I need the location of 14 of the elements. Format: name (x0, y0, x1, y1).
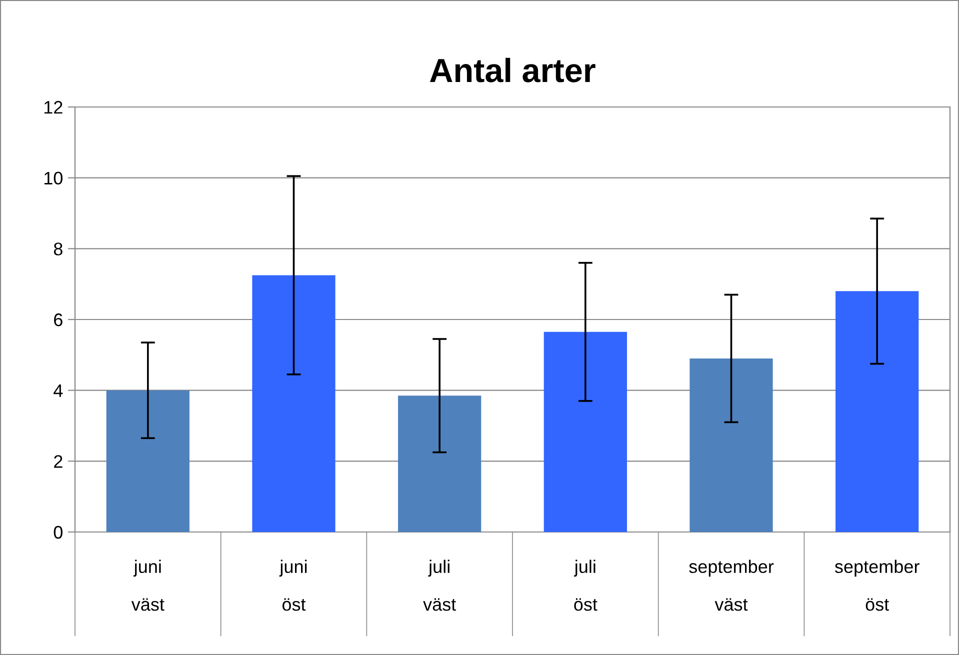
y-tick-label: 6 (54, 313, 62, 326)
y-tick-label: 4 (54, 384, 63, 397)
x-tick-label: september öst (834, 560, 920, 611)
x-tick-label: september väst (689, 560, 774, 611)
x-tick-label: juli öst (574, 560, 598, 611)
x-tick-label: juli väst (423, 560, 456, 611)
y-tick-label: 10 (44, 172, 62, 185)
y-tick-label: 8 (54, 242, 62, 256)
x-tick-label: juni öst (279, 560, 307, 611)
y-tick-label: 2 (54, 455, 62, 468)
y-tick-label: 12 (44, 100, 62, 114)
x-tick-label: juni väst (131, 560, 164, 611)
y-tick-label: 0 (54, 526, 62, 539)
chart-title: Antal arter (430, 58, 596, 82)
